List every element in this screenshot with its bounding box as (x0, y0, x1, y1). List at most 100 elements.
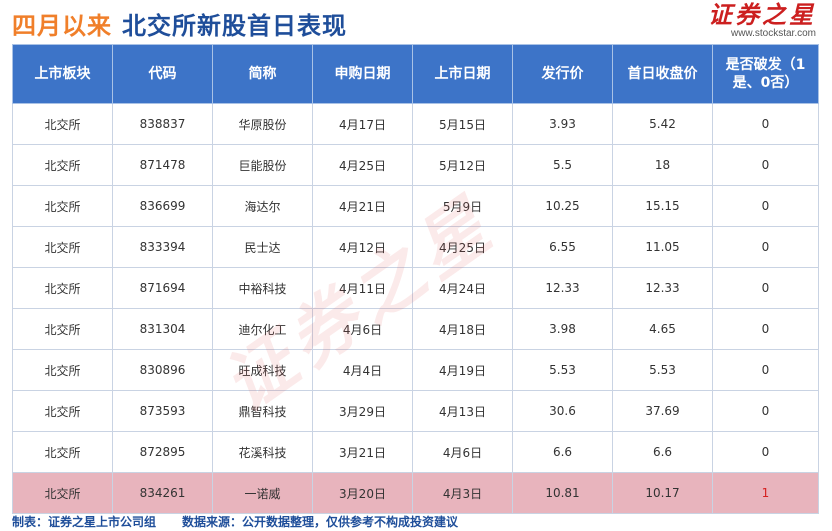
table-row: 北交所 834261 一诺威 3月20日 4月3日 10.81 10.17 1 (12, 472, 819, 514)
table-row: 北交所 838837 华原股份 4月17日 5月15日 3.93 5.42 0 (12, 103, 819, 145)
table-cell: 旺成科技 (212, 349, 313, 391)
cell-text: 0 (761, 158, 770, 172)
cell-text: 831304 (139, 322, 186, 336)
cell-text: 0 (761, 404, 770, 418)
footer: 制表：证券之星上市公司组 数据来源：公开数据整理，仅供参考不构成投资建议 (12, 513, 484, 530)
cell-text: 花溪科技 (238, 445, 287, 460)
cell-text: 5月15日 (439, 117, 486, 132)
ipo-table: 上市板块 代码 简称 申购日期 上市日期 发行价 首日收盘价 是否破发（1是、0… (12, 44, 819, 514)
cell-text: 12.33 (645, 281, 680, 295)
table-cell: 北交所 (12, 185, 113, 227)
table-cell: 6.55 (512, 226, 613, 268)
cell-text: 830896 (139, 363, 186, 377)
table-cell: 4月6日 (312, 308, 413, 350)
cell-text: 海达尔 (244, 199, 281, 214)
cell-text: 4月6日 (442, 445, 483, 460)
cell-text: 一诺威 (244, 486, 281, 501)
cell-text: 旺成科技 (238, 363, 287, 378)
table-cell: 4月6日 (412, 431, 513, 473)
title-highlight: 四月以来 (12, 12, 112, 40)
table-cell: 0 (712, 349, 819, 391)
table-cell: 华原股份 (212, 103, 313, 145)
table-row: 北交所 871694 中裕科技 4月11日 4月24日 12.33 12.33 0 (12, 267, 819, 309)
cell-text: 北交所 (44, 363, 81, 378)
table-cell: 11.05 (612, 226, 713, 268)
col-header-issue-price: 发行价 (512, 44, 613, 104)
cell-text: 4月13日 (439, 404, 486, 419)
table-cell: 巨能股份 (212, 144, 313, 186)
cell-text: 3月20日 (339, 486, 386, 501)
cell-text: 10.17 (645, 486, 680, 500)
cell-text: 0 (761, 445, 770, 459)
cell-text: 5.42 (649, 117, 676, 131)
cell-text: 871694 (139, 281, 186, 295)
cell-text: 5.53 (649, 363, 676, 377)
cell-text: 4月24日 (439, 281, 486, 296)
table-row: 北交所 836699 海达尔 4月21日 5月9日 10.25 15.15 0 (12, 185, 819, 227)
cell-text: 873593 (139, 404, 186, 418)
table-cell: 北交所 (12, 226, 113, 268)
cell-text: 中裕科技 (238, 281, 287, 296)
cell-text: 4.65 (649, 322, 676, 336)
table-cell: 4月4日 (312, 349, 413, 391)
cell-text: 0 (761, 240, 770, 254)
table-cell: 5.53 (512, 349, 613, 391)
table-cell: 833394 (112, 226, 213, 268)
table-cell: 30.6 (512, 390, 613, 432)
cell-text: 3月29日 (339, 404, 386, 419)
table-cell: 北交所 (12, 349, 113, 391)
table-row: 北交所 872895 花溪科技 3月21日 4月6日 6.6 6.6 0 (12, 431, 819, 473)
cell-text: 872895 (139, 445, 186, 459)
table-cell: 0 (712, 267, 819, 309)
table-cell: 北交所 (12, 103, 113, 145)
table-cell: 4月18日 (412, 308, 513, 350)
cell-text: 6.55 (549, 240, 576, 254)
cell-text: 30.6 (549, 404, 576, 418)
cell-text: 10.25 (545, 199, 580, 213)
table-cell: 5.5 (512, 144, 613, 186)
cell-text: 4月25日 (339, 158, 386, 173)
logo-text: 证券之星 (708, 0, 816, 29)
cell-text: 4月25日 (439, 240, 486, 255)
cell-text: 4月21日 (339, 199, 386, 214)
cell-text: 0 (761, 363, 770, 377)
table-cell: 一诺威 (212, 472, 313, 514)
table-cell: 北交所 (12, 390, 113, 432)
table-cell: 1 (712, 472, 819, 514)
cell-text: 4月11日 (339, 281, 386, 296)
table-cell: 海达尔 (212, 185, 313, 227)
table-row: 北交所 831304 迪尔化工 4月6日 4月18日 3.98 4.65 0 (12, 308, 819, 350)
cell-text: 北交所 (44, 322, 81, 337)
table-cell: 830896 (112, 349, 213, 391)
cell-text: 北交所 (44, 117, 81, 132)
cell-text: 北交所 (44, 281, 81, 296)
table-cell: 0 (712, 185, 819, 227)
table-row: 北交所 833394 民士达 4月12日 4月25日 6.55 11.05 0 (12, 226, 819, 268)
cell-text: 4月19日 (439, 363, 486, 378)
cell-text: 北交所 (44, 445, 81, 460)
cell-text: 5.5 (552, 158, 573, 172)
col-header-name: 简称 (212, 44, 313, 104)
cell-text: 4月4日 (342, 363, 383, 378)
table-cell: 4月19日 (412, 349, 513, 391)
cell-text: 1 (761, 486, 770, 500)
cell-text: 18 (654, 158, 671, 172)
table-cell: 10.17 (612, 472, 713, 514)
cell-text: 37.69 (645, 404, 680, 418)
table-cell: 872895 (112, 431, 213, 473)
page-header: 四月以来 北交所新股首日表现 证券之星 www.stockstar.com (0, 0, 832, 44)
col-header-listing-date: 上市日期 (412, 44, 513, 104)
cell-text: 6.6 (652, 445, 673, 459)
cell-text: 0 (761, 281, 770, 295)
stockstar-logo: 证券之星 www.stockstar.com (708, 2, 816, 40)
table-cell: 3月20日 (312, 472, 413, 514)
cell-text: 3月21日 (339, 445, 386, 460)
table-cell: 3月29日 (312, 390, 413, 432)
table-cell: 4月17日 (312, 103, 413, 145)
table-cell: 5.42 (612, 103, 713, 145)
table-cell: 北交所 (12, 431, 113, 473)
footer-maker: 制表：证券之星上市公司组 (12, 515, 157, 529)
cell-text: 833394 (139, 240, 186, 254)
table-cell: 834261 (112, 472, 213, 514)
page-title: 四月以来 北交所新股首日表现 (12, 6, 347, 41)
